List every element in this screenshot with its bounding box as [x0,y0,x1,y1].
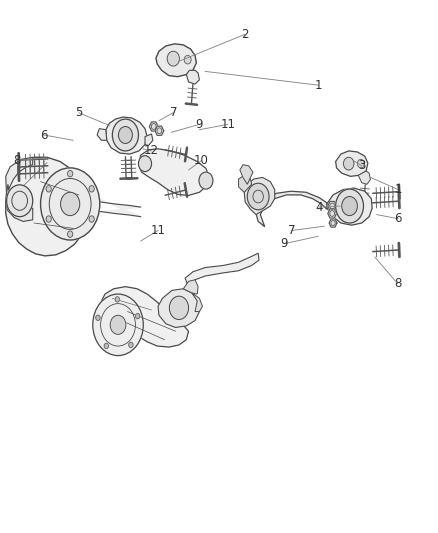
Polygon shape [155,126,164,135]
Circle shape [343,157,354,170]
Polygon shape [358,171,371,184]
Circle shape [342,197,357,216]
Polygon shape [184,280,198,294]
Text: 10: 10 [194,154,209,167]
Circle shape [135,313,140,319]
Text: 9: 9 [280,237,288,250]
Polygon shape [106,117,147,154]
Text: 1: 1 [395,183,402,196]
Circle shape [167,51,180,66]
Polygon shape [95,287,188,347]
Circle shape [138,156,152,172]
Polygon shape [244,177,275,215]
Circle shape [7,185,33,216]
Circle shape [46,216,51,222]
Text: 5: 5 [75,106,82,119]
Circle shape [199,172,213,189]
Circle shape [89,185,94,192]
Circle shape [104,343,109,349]
Polygon shape [145,134,153,146]
Circle shape [170,296,188,319]
Text: 8: 8 [394,277,401,290]
Text: 7: 7 [288,224,296,237]
Text: 2: 2 [241,28,249,41]
Polygon shape [240,165,253,184]
Polygon shape [6,157,88,256]
Text: 3: 3 [358,159,365,172]
Polygon shape [329,219,337,227]
Circle shape [110,316,126,334]
Polygon shape [327,188,372,225]
Circle shape [93,294,143,356]
Polygon shape [6,184,33,221]
Polygon shape [97,128,107,140]
Circle shape [41,168,100,240]
Circle shape [67,231,73,237]
Text: 11: 11 [220,118,235,131]
Polygon shape [328,209,336,218]
Text: 8: 8 [13,154,20,167]
Polygon shape [192,293,202,312]
Circle shape [67,171,73,177]
Circle shape [89,216,94,222]
Text: 12: 12 [144,144,159,157]
Circle shape [96,315,100,320]
Polygon shape [138,149,209,196]
Polygon shape [156,44,196,77]
Polygon shape [158,289,199,327]
Text: 1: 1 [314,79,322,92]
Circle shape [247,183,269,210]
Text: 7: 7 [170,106,177,119]
Text: 6: 6 [40,128,48,141]
Polygon shape [185,253,259,287]
Circle shape [357,159,364,168]
Circle shape [184,55,191,64]
Polygon shape [86,193,141,216]
Polygon shape [328,201,336,211]
Circle shape [113,119,138,151]
Polygon shape [239,175,252,192]
Circle shape [60,192,80,216]
Polygon shape [336,151,368,176]
Text: 9: 9 [196,118,203,131]
Polygon shape [149,122,158,131]
Polygon shape [256,191,327,227]
Circle shape [129,342,133,348]
Circle shape [118,126,132,143]
Circle shape [115,297,120,302]
Text: 11: 11 [151,224,166,237]
Polygon shape [186,70,199,84]
Circle shape [336,189,364,223]
Text: 6: 6 [395,212,402,225]
Polygon shape [6,157,33,197]
Text: 4: 4 [315,200,323,214]
Circle shape [46,185,51,192]
